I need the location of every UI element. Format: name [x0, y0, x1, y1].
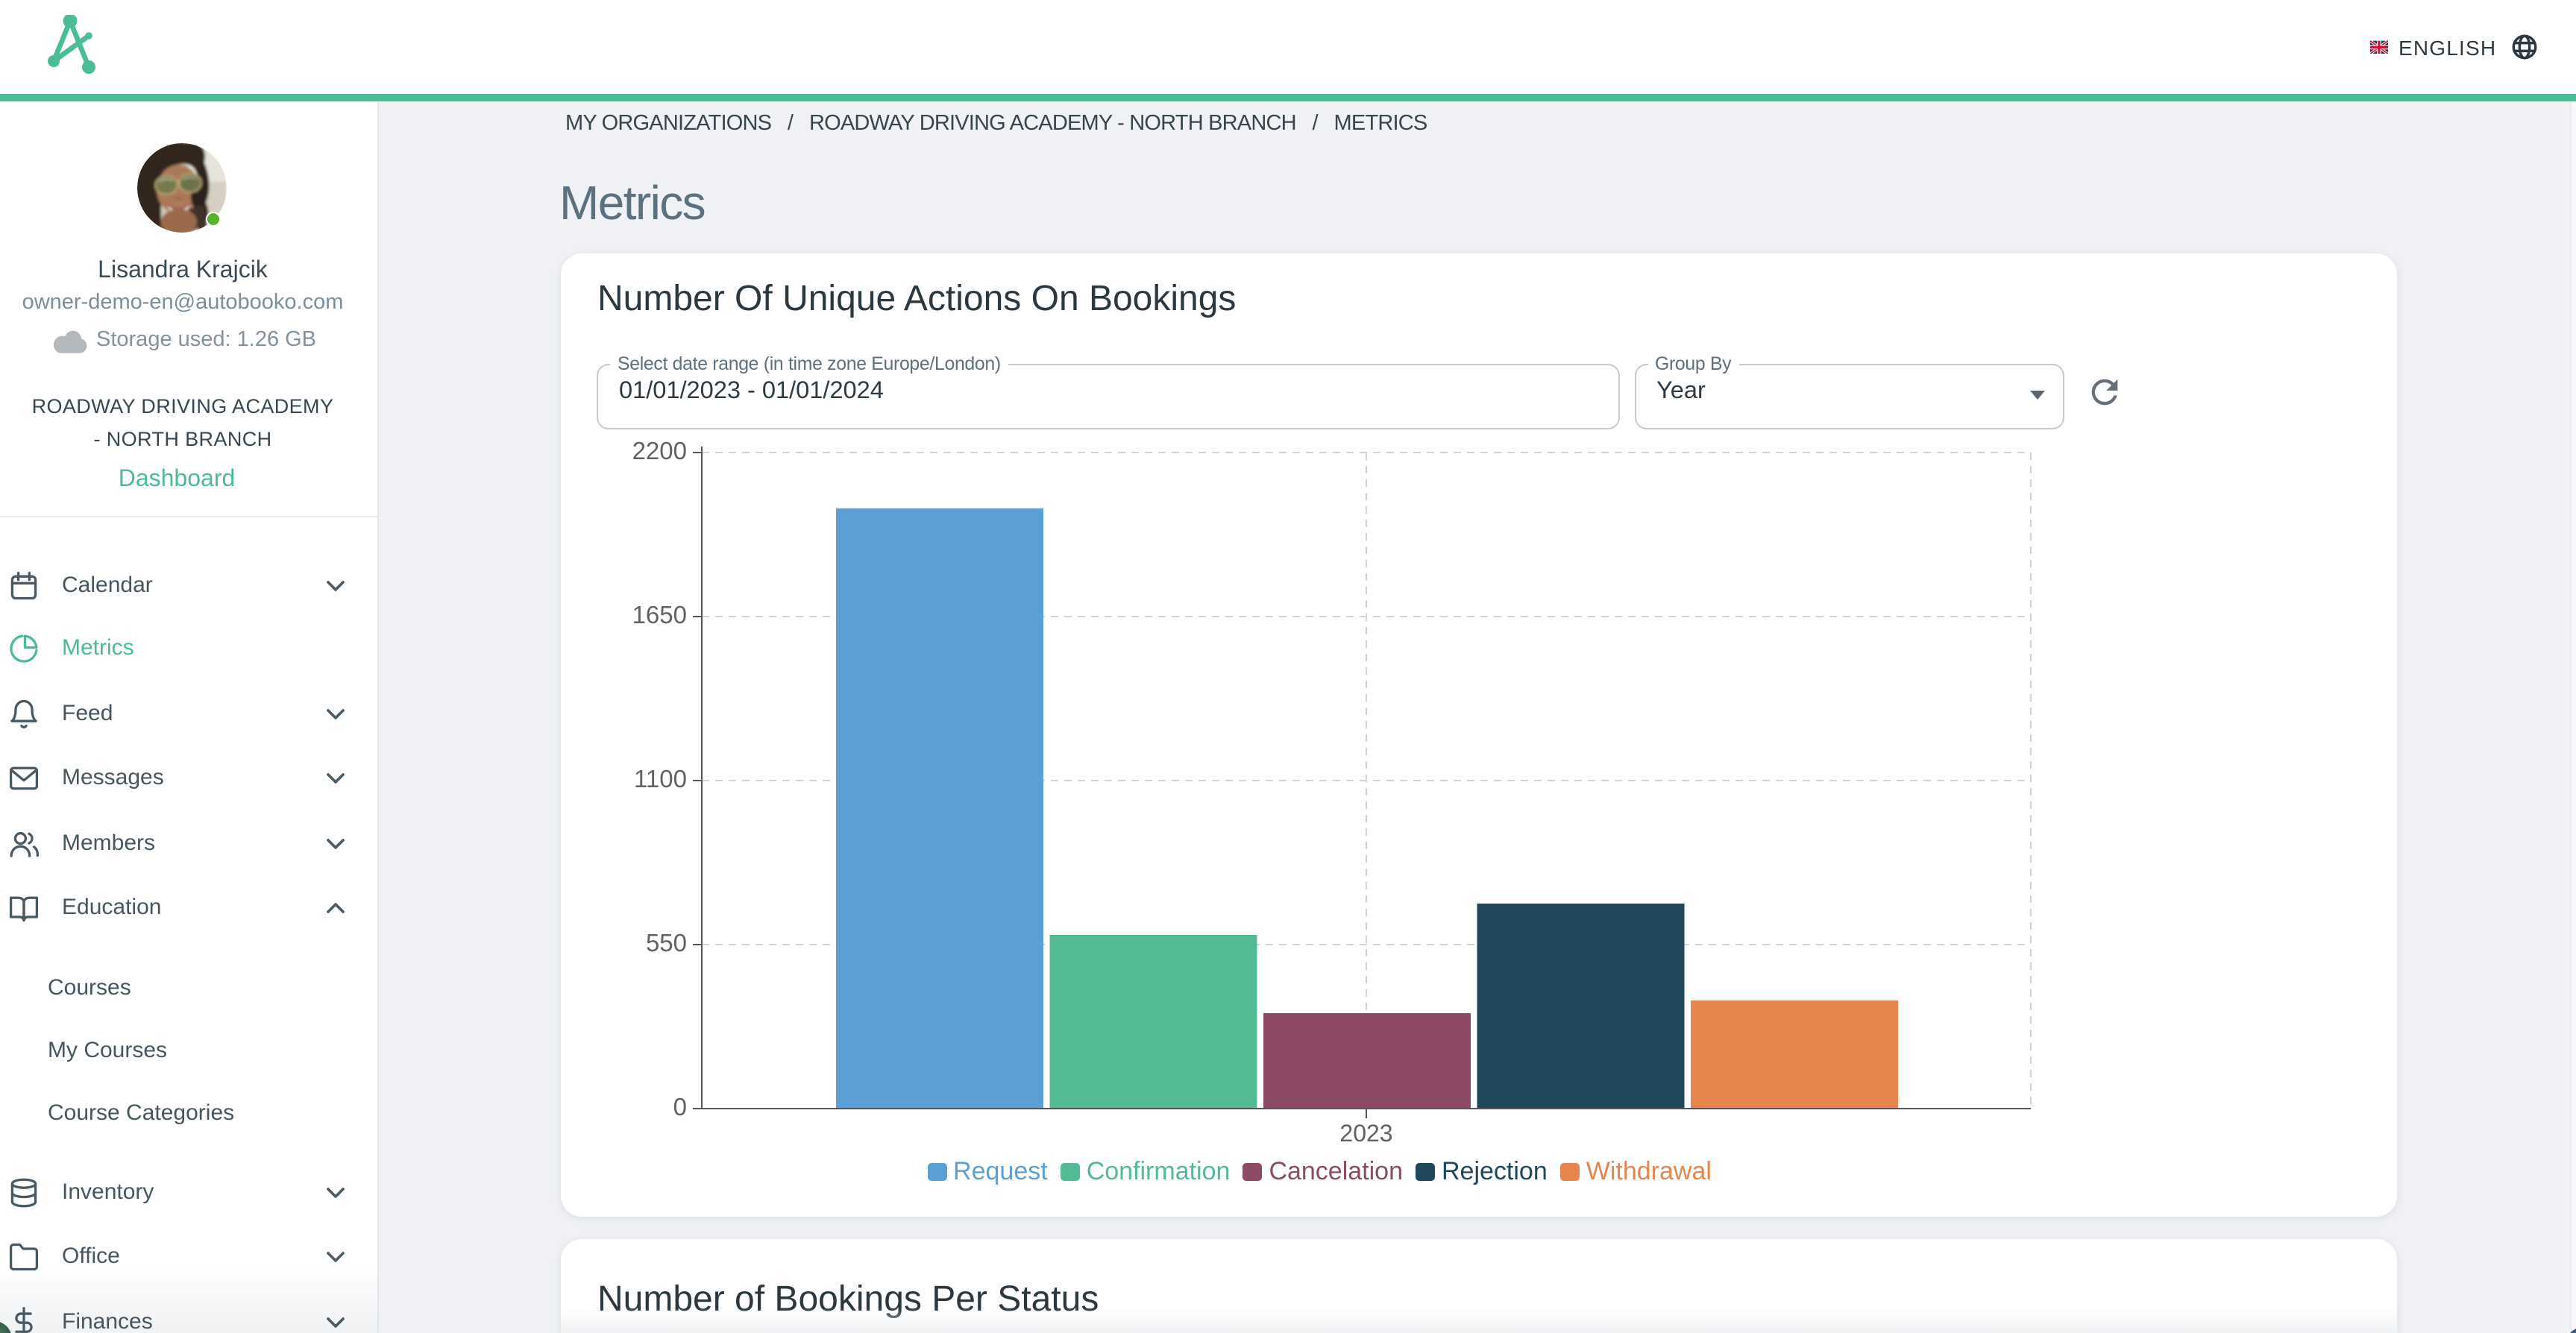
svg-text:2200: 2200 [632, 437, 686, 464]
svg-text:550: 550 [645, 929, 686, 957]
svg-text:2023: 2023 [1339, 1120, 1392, 1147]
svg-text:1100: 1100 [633, 765, 686, 792]
svg-text:1650: 1650 [632, 601, 686, 628]
svg-text:0: 0 [673, 1093, 686, 1121]
